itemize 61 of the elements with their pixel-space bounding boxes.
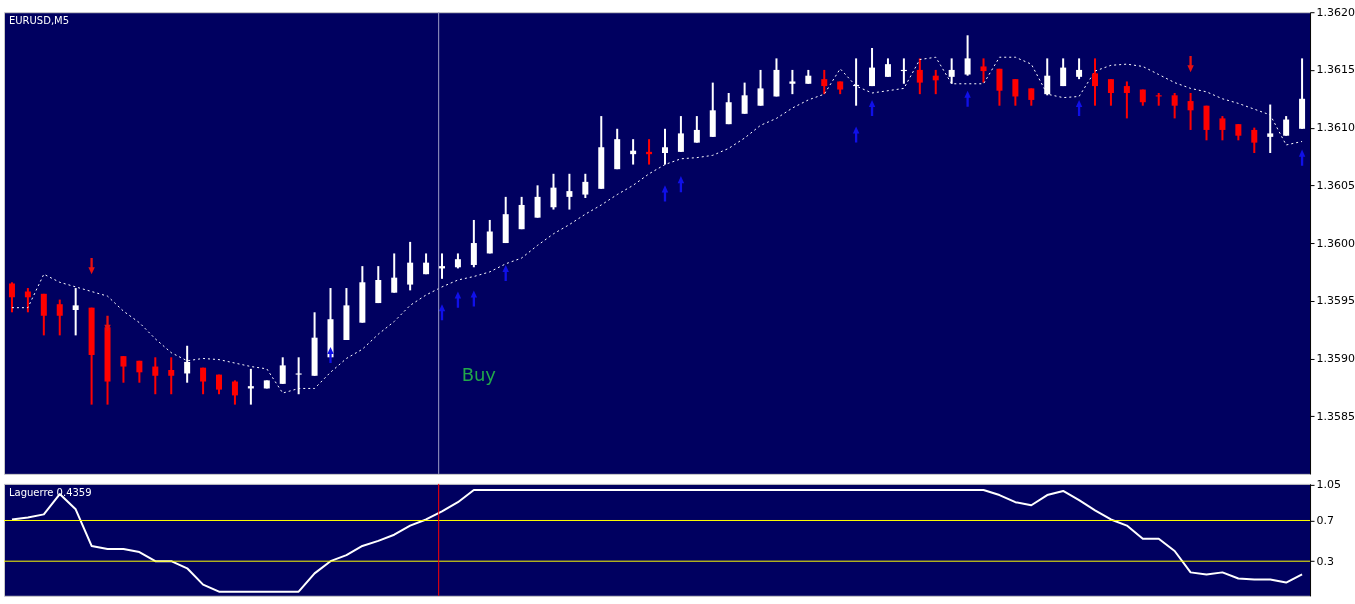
candlestick [1219, 115, 1226, 142]
y-tick-label: 0.3 [1316, 554, 1335, 568]
candlestick [1187, 92, 1194, 131]
candlestick [391, 252, 398, 294]
candlestick [550, 172, 557, 211]
candlestick [1283, 115, 1290, 137]
y-tick-label: 0.7 [1316, 513, 1335, 527]
candlestick [1060, 57, 1067, 88]
candlestick [566, 172, 573, 211]
candlestick [1267, 103, 1274, 155]
candlestick [279, 356, 286, 385]
y-tick-label: 1.3585 [1316, 409, 1355, 423]
candlestick [1092, 57, 1099, 107]
candlestick [1123, 80, 1130, 120]
candlestick [582, 172, 589, 200]
y-tick-label: 1.3600 [1316, 236, 1355, 250]
y-tick-label: 1.3620 [1316, 5, 1355, 19]
candlestick [8, 281, 15, 314]
candlestick [980, 57, 987, 84]
candlestick [1012, 78, 1019, 107]
candlestick [534, 184, 541, 219]
candlestick [1251, 126, 1258, 155]
annotation: Buy [461, 363, 497, 385]
chart-title: EURUSD,M5 [8, 15, 70, 27]
candlestick [757, 68, 764, 107]
candlestick [884, 57, 891, 78]
candlestick [152, 356, 159, 396]
candlestick [789, 68, 796, 96]
line-series [10, 488, 1304, 593]
y-tick-label: 1.3605 [1316, 178, 1355, 192]
candlestick [821, 68, 828, 96]
candlestick [677, 115, 684, 153]
candlestick [72, 287, 79, 337]
y-tick-label: 1.3615 [1316, 63, 1355, 77]
candlestick [184, 344, 191, 384]
candlestick [1107, 78, 1114, 107]
candlestick [1171, 92, 1178, 120]
y-tick-label: 1.3595 [1316, 294, 1355, 308]
candlestick [916, 57, 923, 96]
candlestick [470, 218, 477, 269]
candlestick [725, 92, 732, 126]
candlestick [486, 218, 493, 255]
candlestick [200, 366, 207, 396]
y-tick-label: 1.3590 [1316, 351, 1355, 365]
candlestick [1076, 57, 1083, 81]
candlestick [693, 115, 700, 144]
candlestick [407, 240, 414, 292]
chart-title: Laguerre 0.4359 [8, 486, 92, 498]
candlestick [40, 292, 47, 337]
y-tick-label: 1.3610 [1316, 121, 1355, 135]
candlestick [964, 34, 971, 77]
candlestick [741, 81, 748, 115]
candlestick [56, 298, 63, 337]
candlestick [996, 67, 1003, 107]
y-tick-label: 1.05 [1316, 478, 1341, 492]
candlestick [661, 127, 668, 166]
candlestick [869, 46, 876, 88]
candlestick [231, 379, 238, 406]
candlestick [375, 265, 382, 305]
candlestick [120, 355, 127, 384]
candlestick [168, 356, 175, 396]
